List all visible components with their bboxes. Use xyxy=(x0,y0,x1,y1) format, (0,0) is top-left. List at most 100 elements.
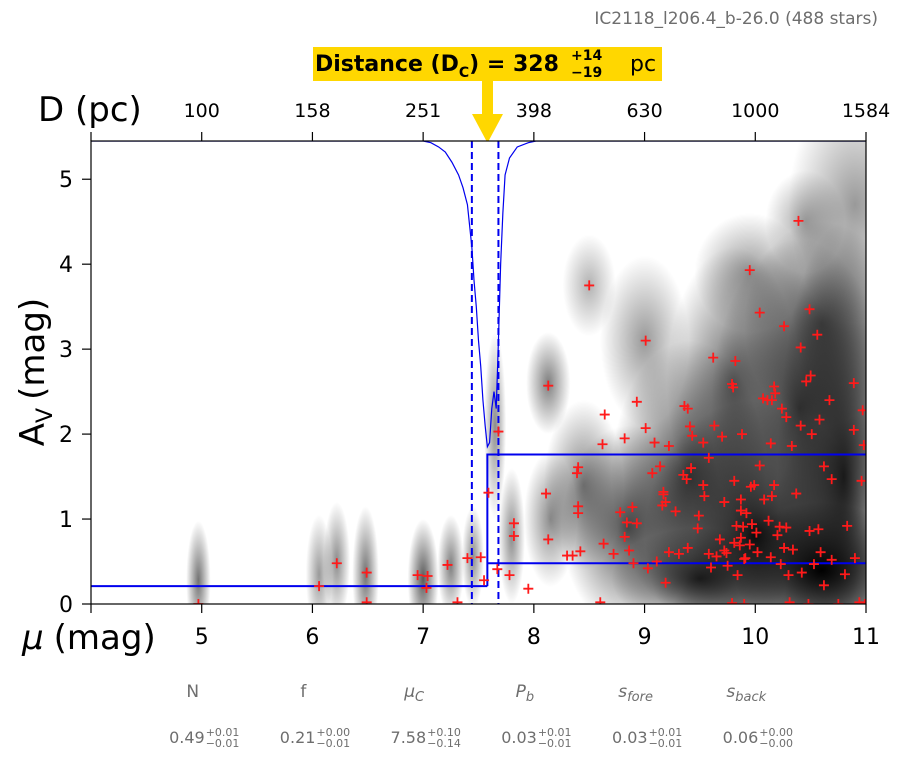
density-blob xyxy=(461,506,485,604)
background-extinction-high-line xyxy=(486,453,866,587)
density-map xyxy=(186,141,866,604)
star-marker xyxy=(738,521,749,532)
star-marker xyxy=(842,520,853,531)
y-tick-label: 1 xyxy=(59,508,73,533)
star-markers xyxy=(193,215,866,604)
star-marker xyxy=(647,468,658,479)
star-marker xyxy=(619,531,630,542)
star-marker xyxy=(684,421,695,432)
star-marker xyxy=(754,460,765,471)
parameter-value: 7.58 xyxy=(391,728,427,747)
star-marker xyxy=(640,335,651,346)
star-marker xyxy=(749,480,760,491)
star-marker xyxy=(769,480,780,491)
density-blob xyxy=(733,502,866,604)
star-marker xyxy=(711,551,722,562)
star-marker xyxy=(793,215,804,226)
star-marker xyxy=(619,433,630,444)
star-marker xyxy=(708,352,719,363)
star-marker xyxy=(858,440,866,451)
parameter-name: μC xyxy=(403,682,425,705)
distance-annotation: Distance (DC) = 328 xyxy=(315,52,559,81)
star-marker xyxy=(783,570,794,581)
star-marker xyxy=(631,518,642,529)
star-marker xyxy=(670,506,681,517)
star-marker xyxy=(784,597,795,604)
star-marker xyxy=(805,370,816,381)
density-blob xyxy=(407,519,439,604)
y-tick-label: 4 xyxy=(59,253,73,278)
star-marker xyxy=(759,494,770,505)
top-tick-label: 398 xyxy=(516,100,552,122)
distance-label: Distance (D xyxy=(315,52,459,77)
star-marker xyxy=(681,474,692,485)
star-marker xyxy=(779,321,790,332)
star-marker xyxy=(699,491,710,502)
star-marker xyxy=(658,489,669,500)
star-marker xyxy=(692,523,703,534)
parameter-name: N xyxy=(186,682,199,702)
distance-value: ) = 328 xyxy=(469,52,559,77)
star-marker xyxy=(801,376,812,387)
star-marker xyxy=(361,567,372,578)
parameter-err-minus: −0.01 xyxy=(316,737,350,750)
star-marker xyxy=(628,558,639,569)
star-marker xyxy=(812,329,823,340)
star-marker xyxy=(598,538,609,549)
star-marker xyxy=(781,412,792,423)
star-marker xyxy=(573,462,584,473)
star-marker xyxy=(624,545,635,556)
star-marker xyxy=(818,580,829,591)
distance-arrow xyxy=(472,81,503,143)
star-marker xyxy=(693,510,704,521)
parameter-value: 0.03 xyxy=(612,728,648,747)
star-marker xyxy=(787,544,798,555)
star-marker xyxy=(508,531,519,542)
star-marker xyxy=(765,438,776,449)
star-marker xyxy=(739,599,750,604)
posterior-curve xyxy=(91,141,866,449)
star-marker xyxy=(651,556,662,567)
star-marker xyxy=(543,534,554,545)
star-marker xyxy=(599,409,610,420)
star-marker xyxy=(567,550,578,561)
star-marker xyxy=(452,597,463,604)
field-label: IC2118_l206.4_b-26.0 (488 stars) xyxy=(594,9,878,29)
star-marker xyxy=(722,560,733,571)
star-marker xyxy=(813,524,824,535)
star-marker xyxy=(331,558,342,569)
distance-unit: pc xyxy=(630,52,656,77)
star-marker xyxy=(772,530,783,541)
star-marker xyxy=(421,582,432,593)
star-marker xyxy=(730,356,741,367)
star-marker xyxy=(839,569,850,580)
star-marker xyxy=(727,598,738,604)
star-marker xyxy=(686,463,697,474)
star-marker xyxy=(543,380,554,391)
star-marker xyxy=(795,342,806,353)
top-tick-label: 1584 xyxy=(842,100,890,122)
star-marker xyxy=(627,502,638,513)
star-marker xyxy=(193,599,204,604)
star-marker xyxy=(735,494,746,505)
parameter-err-plus: +0.00 xyxy=(316,726,350,739)
star-marker xyxy=(640,423,651,434)
star-marker xyxy=(729,537,740,548)
parameter-err-minus: −0.01 xyxy=(538,737,572,750)
star-marker xyxy=(815,547,826,558)
star-marker xyxy=(504,570,515,581)
star-marker xyxy=(770,388,781,399)
star-marker xyxy=(848,424,859,435)
star-marker xyxy=(737,429,747,440)
star-marker xyxy=(597,439,608,450)
top-tick-label: 251 xyxy=(405,100,441,122)
star-marker xyxy=(655,461,666,472)
star-marker xyxy=(483,487,494,498)
density-blob xyxy=(186,520,211,604)
star-marker xyxy=(660,497,671,508)
plot-frame xyxy=(90,140,867,605)
top-tick-label: 630 xyxy=(626,100,662,122)
star-marker xyxy=(735,532,746,543)
x-tick-label: 9 xyxy=(638,625,652,650)
star-marker xyxy=(687,430,698,441)
